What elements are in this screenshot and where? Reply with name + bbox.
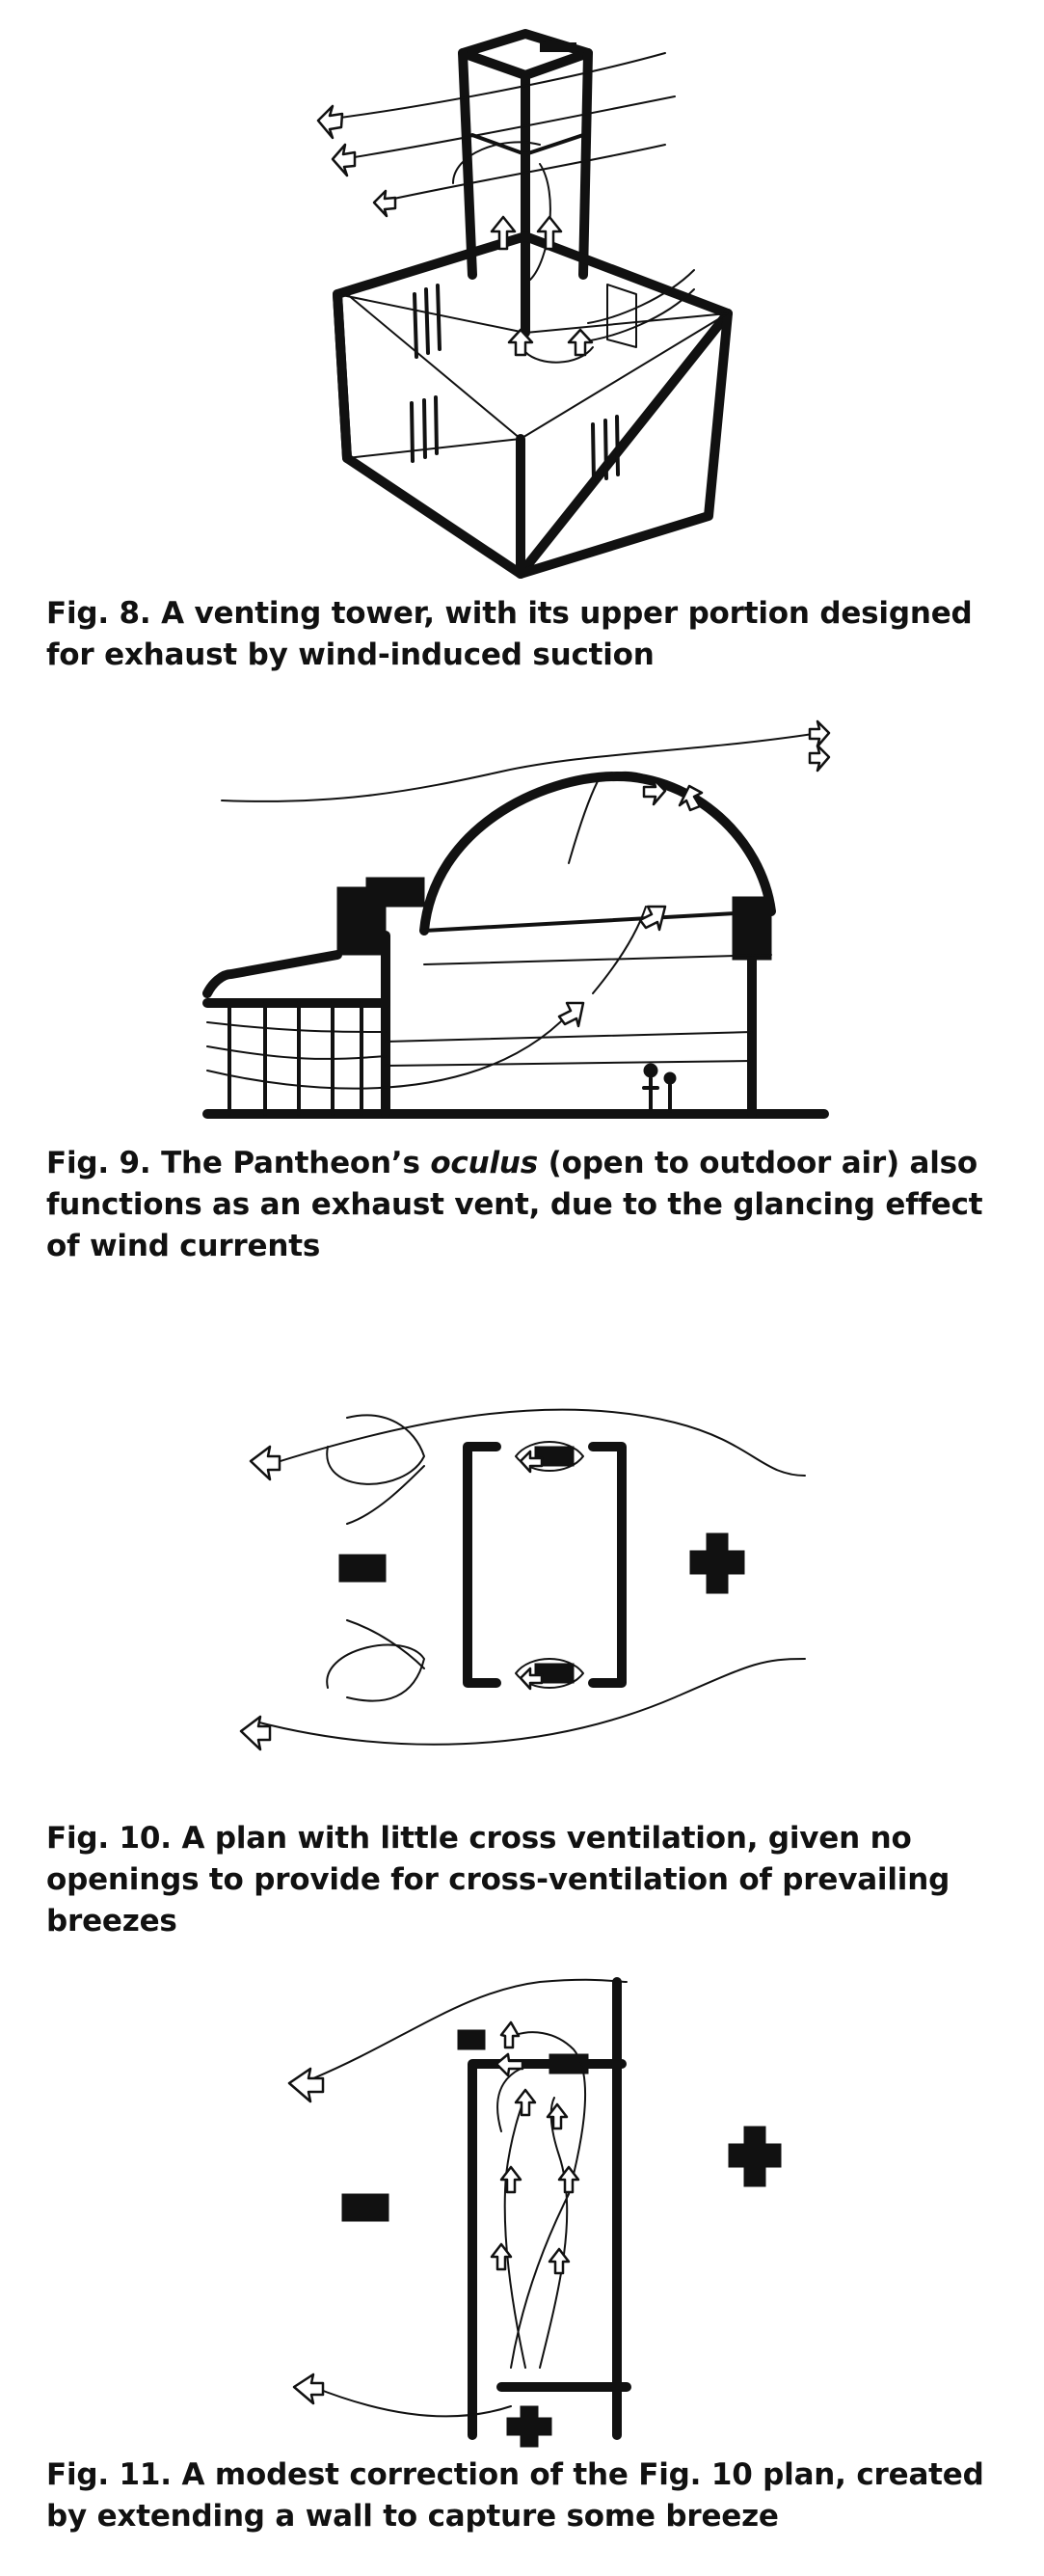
fig9-caption: Fig. 9. The Pantheon’s oculus (open to o… [46, 1143, 1020, 1267]
fig8-caption: Fig. 8. A venting tower, with its upper … [46, 593, 1020, 676]
fig11-caption: Fig. 11. A modest correction of the Fig.… [46, 2454, 1020, 2537]
right-cross-column [728, 2126, 782, 2187]
building-box [333, 231, 733, 579]
fig8-caption-text: A venting tower, with its upper portion … [46, 596, 973, 672]
left-block [341, 2193, 389, 2222]
right-cross-column [689, 1532, 745, 1594]
airflow-arrows [287, 2020, 580, 2405]
fig11-corrected-plan-sketch [0, 1963, 1044, 2459]
dome [419, 772, 776, 935]
fig9-caption-italic: oculus [430, 1146, 539, 1180]
fig9-caption-before: The Pantheon’s [161, 1146, 420, 1180]
fig9-caption-after: (open to outdoor air) also functions as … [46, 1146, 983, 1263]
airflow-arrows [316, 104, 594, 357]
wind-flow-lines [254, 1408, 806, 1746]
fig8-caption-prefix: Fig. 8. [46, 596, 151, 631]
fig8-venting-tower-sketch [0, 0, 1044, 579]
fig9-pantheon-section-sketch [0, 714, 1044, 1138]
window-marks [410, 284, 637, 484]
fig10-caption-prefix: Fig. 10. [46, 1821, 172, 1856]
airflow-arrows [239, 1445, 544, 1751]
wind-flow-lines [206, 732, 820, 1090]
fig9-caption-prefix: Fig. 9. [46, 1146, 151, 1180]
tower-outline [458, 29, 593, 338]
plan-walls [463, 1442, 627, 1688]
plan-walls [457, 1977, 631, 2440]
fig10-caption-text: A plan with little cross ventilation, gi… [46, 1821, 950, 1939]
bottom-cross-column [506, 2405, 552, 2448]
airflow-arrows [557, 719, 831, 1028]
fig10-caption: Fig. 10. A plan with little cross ventil… [46, 1818, 1020, 1942]
fig10-plan-sketch [0, 1369, 1044, 1775]
wind-flow-lines [317, 52, 695, 364]
fig11-caption-text: A modest correction of the Fig. 10 plan,… [46, 2457, 984, 2534]
fig11-caption-prefix: Fig. 11. [46, 2457, 172, 2492]
human-figures [642, 1063, 677, 1113]
left-block [338, 1554, 387, 1583]
